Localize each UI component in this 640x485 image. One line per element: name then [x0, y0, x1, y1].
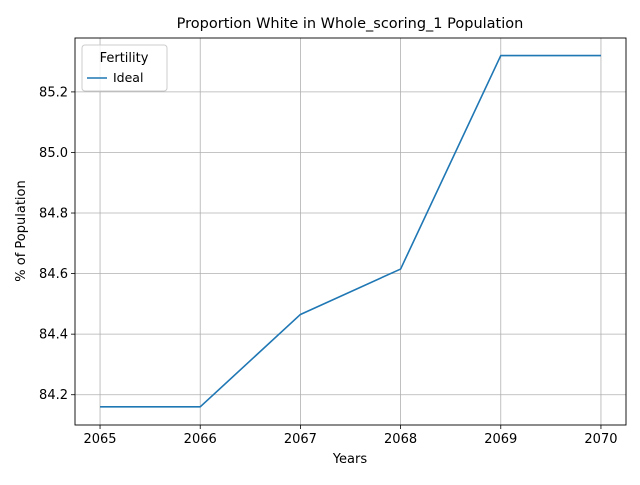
y-tick-label: 84.2 — [39, 388, 68, 403]
y-axis-label: % of Population — [14, 180, 29, 281]
grid — [75, 38, 626, 425]
legend-title: Fertility — [100, 51, 149, 66]
plot-frame — [74, 37, 627, 426]
y-tick-label: 84.6 — [39, 267, 68, 282]
x-tick-label: 2069 — [484, 432, 517, 447]
legend-label-ideal: Ideal — [113, 70, 143, 85]
x-tick-label: 2070 — [584, 432, 617, 447]
x-axis-label: Years — [332, 452, 368, 467]
y-tick-label: 85.0 — [39, 146, 68, 161]
legend: Fertility Ideal — [81, 44, 168, 92]
y-tick-label: 84.4 — [39, 328, 68, 343]
series-line-ideal — [100, 54, 601, 408]
x-tick-label: 2066 — [184, 432, 217, 447]
ticks: 2065 2066 2067 2068 2069 2070 84.2 84.4 84.6 84.8… — [39, 85, 617, 447]
x-tick-label: 2065 — [83, 432, 116, 447]
series-layer — [100, 54, 601, 408]
y-tick-label: 85.2 — [39, 85, 68, 100]
chart-title: Proportion White in Whole_scoring_1 Popu… — [177, 16, 524, 32]
legend-box — [81, 44, 168, 92]
x-tick-label: 2068 — [384, 432, 417, 447]
y-tick-label: 84.8 — [39, 207, 68, 222]
x-tick-label: 2067 — [284, 432, 317, 447]
